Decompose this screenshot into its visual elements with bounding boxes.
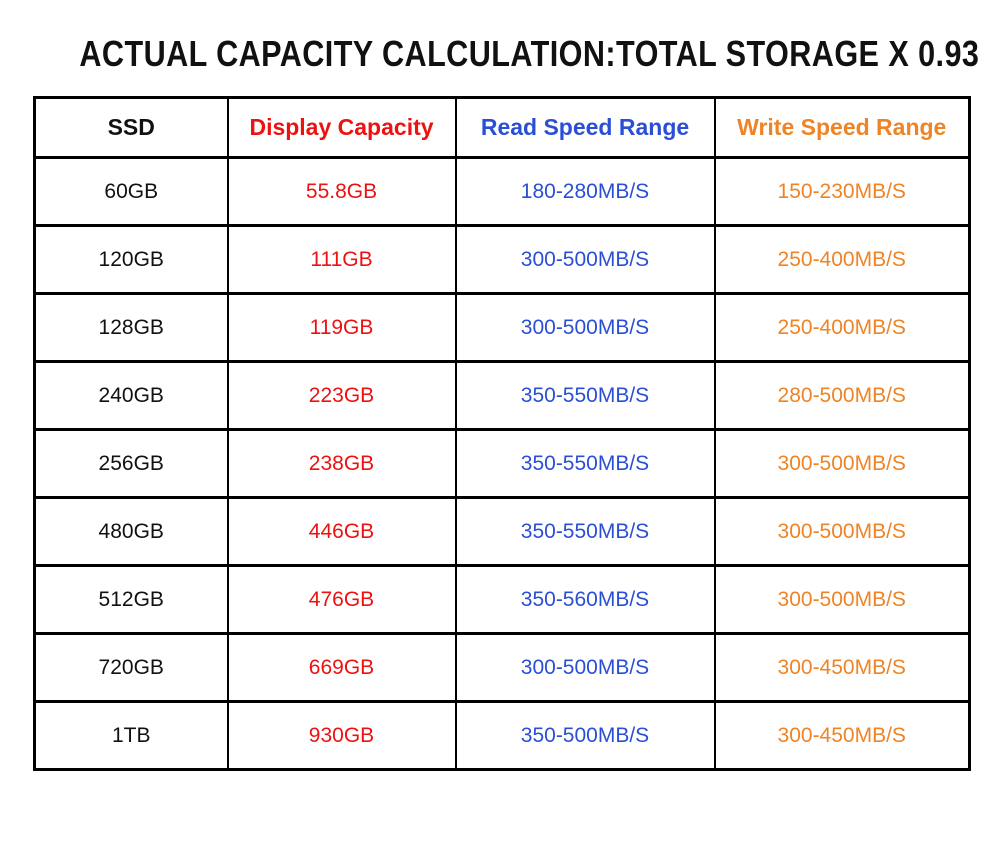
cell-read-speed: 180-280MB/S [454,156,716,227]
cell-display-capacity: 930GB [226,700,457,771]
cell-write-speed: 250-400MB/S [713,224,971,295]
table-row: 720GB 669GB 300-500MB/S 300-450MB/S [33,632,971,703]
cell-ssd: 480GB [33,496,229,567]
cell-write-speed: 300-450MB/S [713,700,971,771]
cell-write-speed: 250-400MB/S [713,292,971,363]
cell-display-capacity: 238GB [226,428,457,499]
column-header-display-capacity: Display Capacity [226,96,457,159]
cell-write-speed: 300-500MB/S [713,428,971,499]
cell-read-speed: 350-550MB/S [454,360,716,431]
column-header-ssd: SSD [33,96,229,159]
cell-read-speed: 350-550MB/S [454,428,716,499]
cell-display-capacity: 55.8GB [226,156,457,227]
cell-ssd: 240GB [33,360,229,431]
page-title: ACTUAL CAPACITY CALCULATION:TOTAL STORAG… [0,34,1000,74]
cell-display-capacity: 223GB [226,360,457,431]
cell-ssd: 128GB [33,292,229,363]
header-row: SSD Display Capacity Read Speed Range Wr… [33,96,971,159]
table-row: 60GB 55.8GB 180-280MB/S 150-230MB/S [33,156,971,227]
column-header-write-speed: Write Speed Range [713,96,971,159]
cell-ssd: 1TB [33,700,229,771]
cell-write-speed: 300-500MB/S [713,496,971,567]
cell-display-capacity: 111GB [226,224,457,295]
table-row: 120GB 111GB 300-500MB/S 250-400MB/S [33,224,971,295]
cell-ssd: 512GB [33,564,229,635]
table-row: 128GB 119GB 300-500MB/S 250-400MB/S [33,292,971,363]
cell-read-speed: 300-500MB/S [454,224,716,295]
table-row: 240GB 223GB 350-550MB/S 280-500MB/S [33,360,971,431]
table-row: 512GB 476GB 350-560MB/S 300-500MB/S [33,564,971,635]
ssd-capacity-table: SSD Display Capacity Read Speed Range Wr… [33,96,971,771]
cell-read-speed: 300-500MB/S [454,292,716,363]
table-row: 480GB 446GB 350-550MB/S 300-500MB/S [33,496,971,567]
cell-ssd: 120GB [33,224,229,295]
column-header-read-speed: Read Speed Range [454,96,716,159]
cell-write-speed: 280-500MB/S [713,360,971,431]
cell-write-speed: 300-500MB/S [713,564,971,635]
cell-read-speed: 350-550MB/S [454,496,716,567]
cell-ssd: 60GB [33,156,229,227]
cell-write-speed: 150-230MB/S [713,156,971,227]
table-row: 1TB 930GB 350-500MB/S 300-450MB/S [33,700,971,771]
page-title-text: ACTUAL CAPACITY CALCULATION:TOTAL STORAG… [79,33,980,74]
cell-display-capacity: 119GB [226,292,457,363]
cell-ssd: 256GB [33,428,229,499]
cell-ssd: 720GB [33,632,229,703]
cell-read-speed: 350-560MB/S [454,564,716,635]
cell-display-capacity: 476GB [226,564,457,635]
table-row: 256GB 238GB 350-550MB/S 300-500MB/S [33,428,971,499]
cell-read-speed: 350-500MB/S [454,700,716,771]
cell-display-capacity: 669GB [226,632,457,703]
cell-write-speed: 300-450MB/S [713,632,971,703]
cell-read-speed: 300-500MB/S [454,632,716,703]
cell-display-capacity: 446GB [226,496,457,567]
